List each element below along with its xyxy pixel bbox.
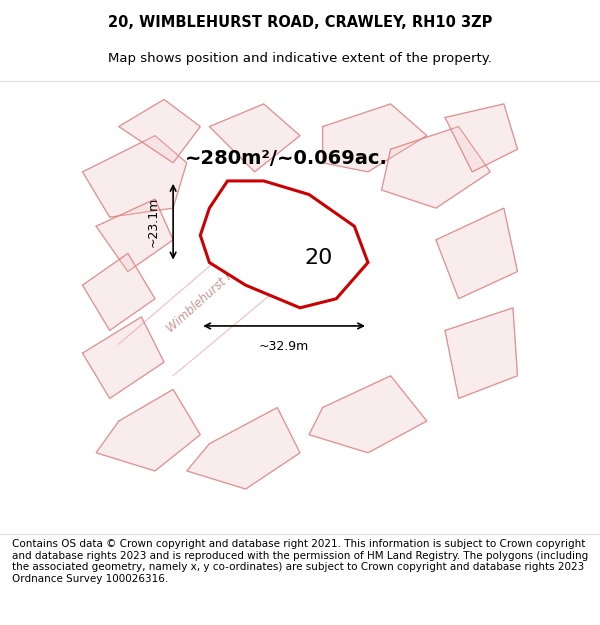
Polygon shape bbox=[200, 181, 368, 308]
Polygon shape bbox=[187, 408, 300, 489]
Text: Wimblehurst Road: Wimblehurst Road bbox=[164, 253, 254, 336]
Polygon shape bbox=[82, 317, 164, 399]
Text: 20, WIMBLEHURST ROAD, CRAWLEY, RH10 3ZP: 20, WIMBLEHURST ROAD, CRAWLEY, RH10 3ZP bbox=[108, 15, 492, 30]
Polygon shape bbox=[382, 126, 490, 208]
Polygon shape bbox=[445, 104, 517, 172]
Text: Contains OS data © Crown copyright and database right 2021. This information is : Contains OS data © Crown copyright and d… bbox=[12, 539, 588, 584]
Polygon shape bbox=[309, 376, 427, 452]
Polygon shape bbox=[323, 104, 427, 172]
Polygon shape bbox=[445, 308, 517, 399]
Polygon shape bbox=[96, 389, 200, 471]
Text: Map shows position and indicative extent of the property.: Map shows position and indicative extent… bbox=[108, 52, 492, 65]
Polygon shape bbox=[209, 104, 300, 172]
Polygon shape bbox=[82, 254, 155, 331]
Text: ~280m²/~0.069ac.: ~280m²/~0.069ac. bbox=[185, 149, 388, 168]
Text: ~32.9m: ~32.9m bbox=[259, 339, 309, 352]
Polygon shape bbox=[436, 208, 517, 299]
Polygon shape bbox=[82, 136, 187, 217]
Polygon shape bbox=[119, 99, 200, 162]
Text: ~23.1m: ~23.1m bbox=[146, 197, 160, 247]
Text: 20: 20 bbox=[304, 248, 332, 268]
Polygon shape bbox=[96, 199, 173, 271]
